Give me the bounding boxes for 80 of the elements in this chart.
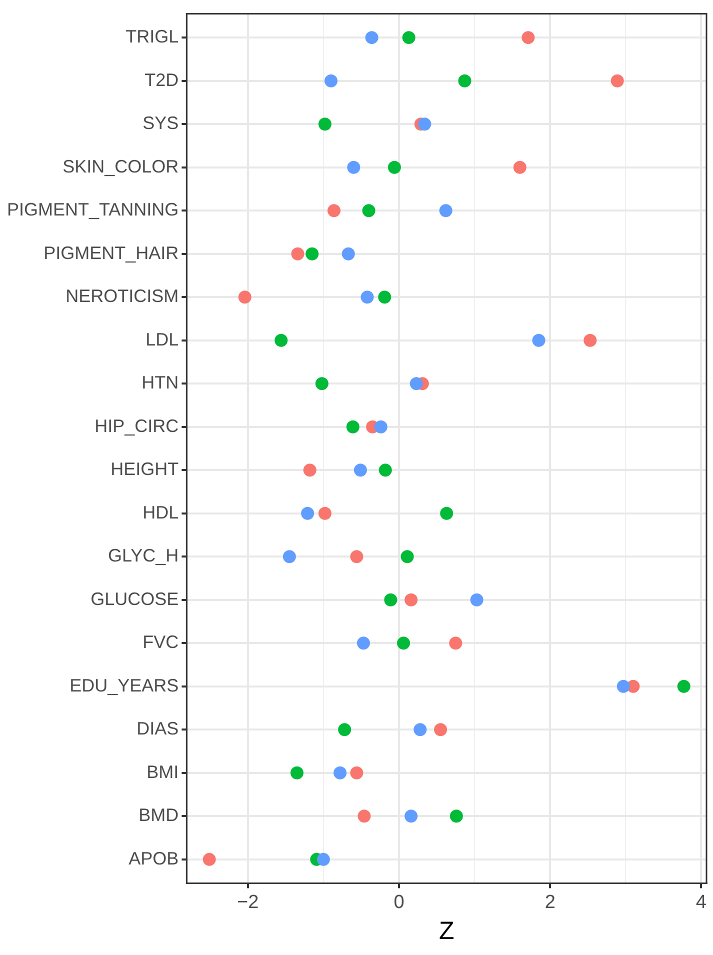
y-tick-label: HEIGHT xyxy=(110,459,179,480)
x-tick-label: 2 xyxy=(544,892,556,913)
y-tick-label: HDL xyxy=(142,502,179,522)
point xyxy=(397,636,410,650)
y-tick-label: BMD xyxy=(138,805,179,826)
point xyxy=(291,247,304,260)
point xyxy=(470,593,484,606)
point xyxy=(202,852,216,866)
point xyxy=(532,334,546,347)
point xyxy=(342,247,355,260)
y-tick-label: HIP_CIRC xyxy=(94,416,179,436)
y-tick-label: EDU_YEARS xyxy=(70,675,179,696)
point xyxy=(318,506,332,520)
point xyxy=(301,506,314,520)
x-axis-title: Z xyxy=(438,916,454,945)
point xyxy=(414,723,427,736)
point xyxy=(338,723,352,736)
point xyxy=(318,118,332,131)
y-tick-label: SKIN_COLOR xyxy=(62,156,179,176)
point xyxy=(274,334,288,347)
point xyxy=(316,852,330,866)
y-tick-label: DIAS xyxy=(136,718,179,739)
point xyxy=(450,810,463,823)
point xyxy=(404,593,418,606)
y-tick-label: BMI xyxy=(146,762,179,782)
point xyxy=(358,810,371,823)
point xyxy=(378,290,392,304)
y-tick-label: SYS xyxy=(142,113,179,134)
x-tick-label: 4 xyxy=(696,892,707,913)
y-tick-label: PIGMENT_HAIR xyxy=(44,242,179,263)
point xyxy=(374,420,388,434)
y-tick-label: TRIGL xyxy=(126,26,179,47)
point xyxy=(388,160,401,174)
point xyxy=(347,160,360,174)
point xyxy=(610,74,624,88)
point xyxy=(306,247,319,260)
point xyxy=(449,636,462,650)
point xyxy=(360,290,374,304)
point xyxy=(290,766,304,780)
y-tick-label: PIGMENT_TANNING xyxy=(6,200,179,220)
point xyxy=(346,420,360,434)
point xyxy=(410,377,423,390)
point xyxy=(350,766,364,780)
point xyxy=(238,290,252,304)
y-tick-label: APOB xyxy=(128,848,179,868)
y-tick-label: LDL xyxy=(146,329,179,350)
y-tick-label: T2D xyxy=(144,70,179,90)
point xyxy=(439,204,452,218)
x-tick-label: −2 xyxy=(237,892,259,913)
point xyxy=(440,506,454,520)
point xyxy=(522,31,535,44)
point xyxy=(303,464,316,477)
point xyxy=(282,550,296,564)
x-tick-label: 0 xyxy=(394,892,404,913)
point xyxy=(513,160,526,174)
point xyxy=(328,204,341,218)
point xyxy=(384,593,398,606)
y-tick-label: FVC xyxy=(142,632,179,652)
point xyxy=(350,550,364,564)
point xyxy=(400,550,414,564)
point xyxy=(378,464,392,477)
point xyxy=(458,74,472,88)
point xyxy=(584,334,597,347)
y-tick-label: GLYC_H xyxy=(108,546,179,566)
point xyxy=(402,31,416,44)
point xyxy=(324,74,338,88)
y-tick-label: NEROTICISM xyxy=(66,286,179,306)
point xyxy=(418,118,432,131)
y-tick-label: HTN xyxy=(142,372,179,393)
point xyxy=(334,766,347,780)
point xyxy=(677,680,690,693)
point xyxy=(354,464,367,477)
point xyxy=(356,636,370,650)
y-tick-label: GLUCOSE xyxy=(90,588,179,609)
point xyxy=(315,377,328,390)
point xyxy=(616,680,630,693)
point xyxy=(365,31,378,44)
point xyxy=(362,204,376,218)
point xyxy=(404,810,418,823)
point xyxy=(434,723,448,736)
